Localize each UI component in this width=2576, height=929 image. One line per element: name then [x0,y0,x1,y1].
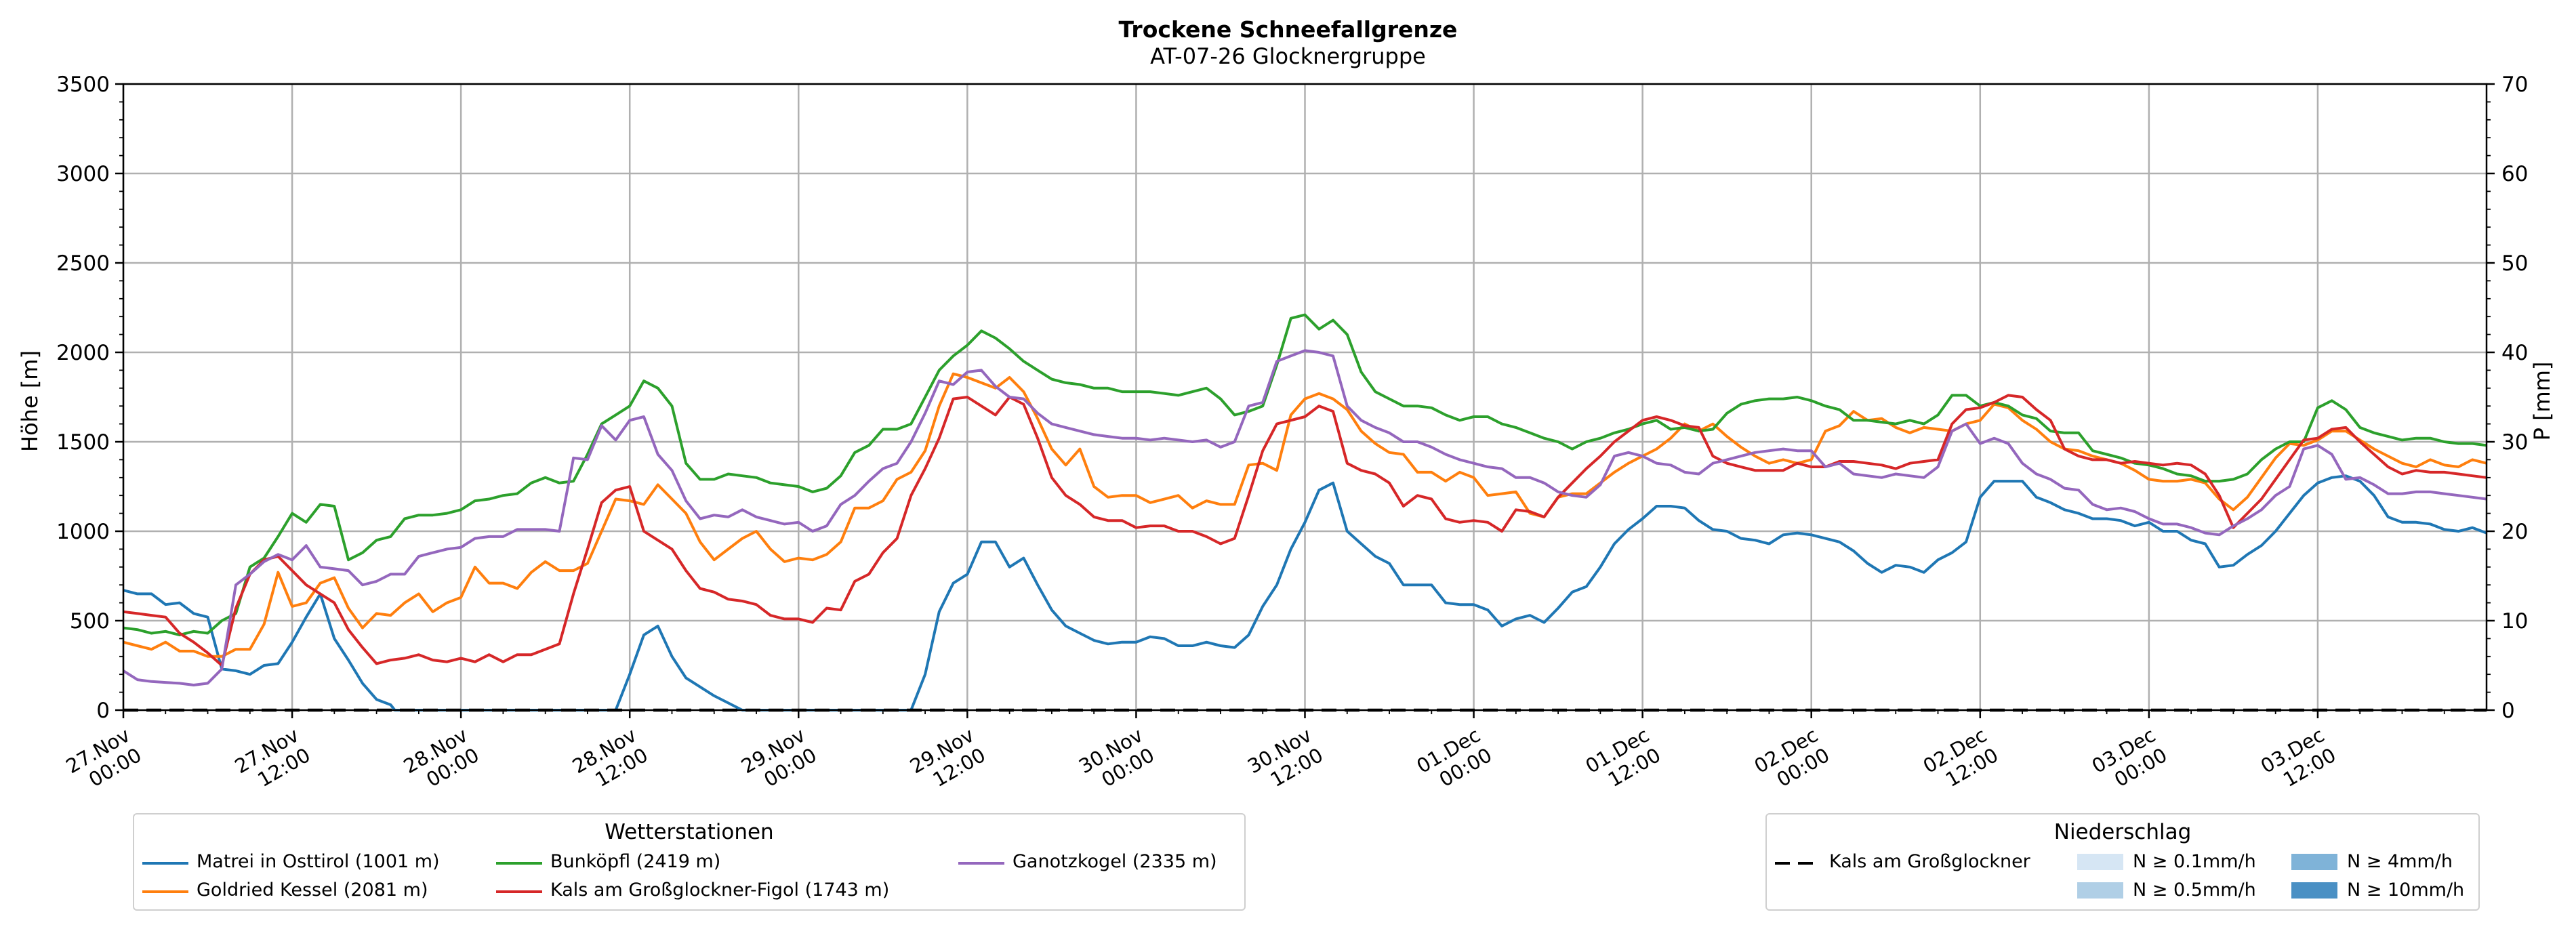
legend-swatch-bunkoepfl [496,862,542,865]
legend-label-goldried: Goldried Kessel (2081 m) [197,880,428,901]
y-tick-label: 500 [70,609,110,634]
legend-precip-title: Niederschlag [2053,820,2192,844]
chart-ticks: 0 500 1000 1500 2000 2500 3000 3500 0 10 20 30 40 50 6… [56,73,2528,791]
legend-label-precip-05: N ≥ 0.5mm/h [2133,880,2256,901]
y-tick-label: 1500 [56,430,110,455]
legend-swatch-ganotzkogel [958,862,1004,865]
legend-swatch-goldried [142,890,188,893]
y2-tick-label: 30 [2501,430,2528,455]
y2-tick-label: 60 [2501,162,2528,186]
series-line-bunkoepfl [123,313,2487,637]
y-axis-label: Höhe [m] [17,350,43,452]
y2-tick-label: 50 [2501,251,2528,276]
y2-tick-label: 70 [2501,73,2528,97]
y2-tick-label: 10 [2501,609,2528,634]
legend-swatch-kals-figol [496,890,542,893]
y-tick-label: 1000 [56,520,110,544]
legend-label-precip-01: N ≥ 0.1mm/h [2133,851,2256,872]
legend-label-precip-line: Kals am Großglockner [1829,851,2030,872]
legend-swatch-precip-line [1775,862,1821,865]
y-tick-label: 0 [96,699,110,723]
legend-swatch-precip-05 [2077,882,2123,899]
legend-swatch-matrei [142,862,188,865]
chart-title: Trockene Schneefallgrenze [1118,16,1458,43]
y-tick-label: 2500 [56,251,110,276]
legend-label-kals-figol: Kals am Großglockner-Figol (1743 m) [550,880,890,901]
legend-label-precip-10: N ≥ 10mm/h [2347,880,2465,901]
legend-swatch-precip-10 [2291,882,2337,899]
legend-precip: Niederschlag Kals am Großglockner N ≥ 0.… [1765,813,2480,911]
y-tick-label: 3500 [56,73,110,97]
y2-tick-label: 20 [2501,520,2528,544]
legend-stations-title: Wetterstationen [605,820,774,844]
series-line-kals_figol [123,394,2487,667]
chart-grid [122,83,2487,711]
y-tick-label: 2000 [56,341,110,365]
series-line-matrei [123,474,2487,711]
legend-swatch-precip-01 [2077,854,2123,870]
series-line-goldried [123,372,2487,658]
y2-tick-label: 0 [2501,699,2515,723]
series-line-ganotzkogel [122,349,2487,686]
legend-label-matrei: Matrei in Osttirol (1001 m) [197,851,440,872]
legend-swatch-precip-4 [2291,854,2337,870]
y2-tick-label: 40 [2501,341,2528,365]
legend-stations: Wetterstationen Matrei in Osttirol (1001… [133,813,1246,911]
legend-label-bunkoepfl: Bunköpfl (2419 m) [550,851,721,872]
legend-label-precip-4: N ≥ 4mm/h [2347,851,2453,872]
legend-label-ganotzkogel: Ganotzkogel (2335 m) [1013,851,1217,872]
y2-axis-label: P [mm] [2529,362,2555,441]
y-tick-label: 3000 [56,162,110,186]
chart-subtitle: AT-07-26 Glocknergruppe [1150,43,1426,69]
